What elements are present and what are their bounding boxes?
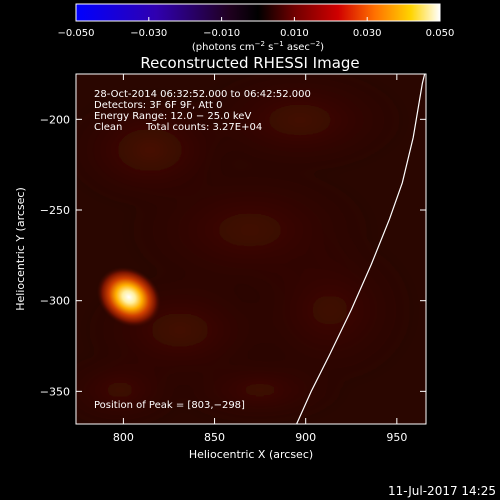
colorbar-units-label: (photons cm−2 s−1 asec−2) bbox=[192, 40, 324, 53]
colorbar-tick-label: −0.010 bbox=[203, 28, 240, 39]
colorbar-tick-label: 0.030 bbox=[353, 28, 382, 39]
y-tick-label: −250 bbox=[40, 204, 70, 217]
flare-source bbox=[96, 266, 162, 328]
annotation-detectors: Detectors: 3F 6F 9F, Att 0 bbox=[94, 100, 222, 111]
solar-limb-line bbox=[296, 74, 426, 424]
plot-area: 800 850 900 950 −200 −250 −300 −350 28-Oct-201… bbox=[40, 73, 427, 444]
annotation-counts: Total counts: 3.27E+04 bbox=[145, 122, 262, 133]
x-axis-label: Heliocentric X (arcsec) bbox=[189, 448, 313, 461]
y-tick-label: −300 bbox=[40, 295, 70, 308]
colorbar: −0.050 −0.030 −0.010 0.010 0.030 0.050 (photo… bbox=[57, 3, 454, 53]
x-axis-ticks: 800 850 900 950 bbox=[113, 74, 407, 444]
colorbar-tick-label: −0.050 bbox=[57, 28, 94, 39]
colorbar-tick-label: 0.050 bbox=[426, 28, 455, 39]
x-tick-label: 950 bbox=[386, 431, 407, 444]
colorbar-ticks: −0.050 −0.030 −0.010 0.010 0.030 0.050 bbox=[57, 17, 454, 39]
y-tick-label: −350 bbox=[40, 385, 70, 398]
x-tick-label: 900 bbox=[295, 431, 316, 444]
y-tick-label: −200 bbox=[40, 113, 70, 126]
colorbar-tick-label: −0.030 bbox=[130, 28, 167, 39]
colorbar-tick-label: 0.010 bbox=[280, 28, 309, 39]
annotation-peak-position: Position of Peak = [803,−298] bbox=[94, 400, 245, 411]
annotation-clean: Clean bbox=[94, 122, 122, 133]
colorbar-gradient bbox=[75, 3, 441, 22]
x-tick-label: 800 bbox=[113, 431, 134, 444]
footer-timestamp: 11-Jul-2017 14:25 bbox=[388, 484, 496, 498]
annotation-time: 28-Oct-2014 06:32:52.000 to 06:42:52.000 bbox=[94, 89, 311, 100]
y-axis-ticks: −200 −250 −300 −350 bbox=[40, 113, 426, 398]
plot-frame bbox=[75, 73, 427, 425]
heatmap-image bbox=[76, 74, 426, 424]
x-tick-label: 850 bbox=[204, 431, 225, 444]
chart-title: Reconstructed RHESSI Image bbox=[140, 54, 359, 72]
y-axis-label: Heliocentric Y (arcsec) bbox=[14, 187, 27, 311]
annotation-energy: Energy Range: 12.0 − 25.0 keV bbox=[94, 111, 251, 122]
